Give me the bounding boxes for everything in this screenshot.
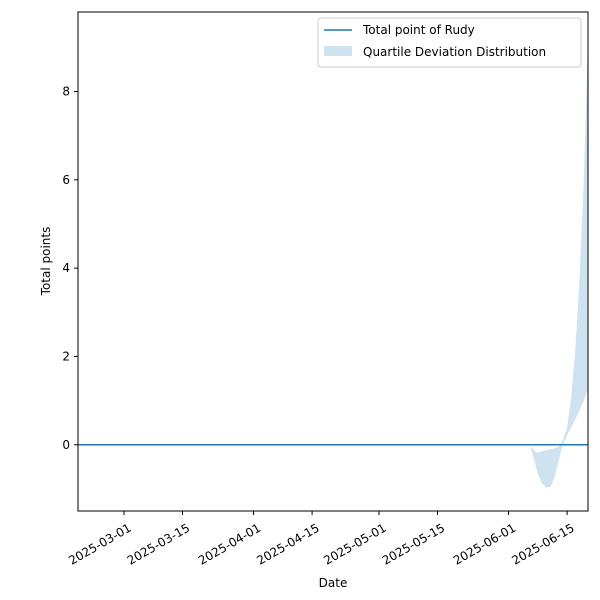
x-tick-label: 2025-06-01 [451,521,518,568]
y-tick-label: 2 [62,349,70,363]
y-axis-label: Total points [39,227,53,297]
legend: Total point of Rudy Quartile Deviation D… [317,17,582,68]
legend-label-line: Total point of Rudy [362,23,475,37]
x-tick-label: 2025-04-15 [254,521,321,568]
x-tick-label: 2025-04-01 [196,521,263,568]
band-layer [529,38,588,488]
x-tick-label: 2025-05-15 [380,521,447,568]
y-tick-label: 8 [62,84,70,98]
quartile-deviation-band [529,38,588,488]
x-tick-label: 2025-06-15 [509,521,576,568]
x-tick-label: 2025-03-01 [66,521,133,568]
y-tick-label: 6 [62,173,70,187]
legend-box [317,17,582,68]
legend-swatch-band [324,46,352,56]
y-tick-label: 4 [62,261,70,275]
legend-label-band: Quartile Deviation Distribution [363,45,546,59]
x-tick-label: 2025-05-01 [321,521,388,568]
x-tick-label: 2025-03-15 [125,521,192,568]
y-axis-ticks: 0 2 4 6 8 [62,84,78,452]
plot-area-frame [77,11,589,512]
x-axis-label: Date [319,576,348,590]
y-tick-label: 0 [62,438,70,452]
